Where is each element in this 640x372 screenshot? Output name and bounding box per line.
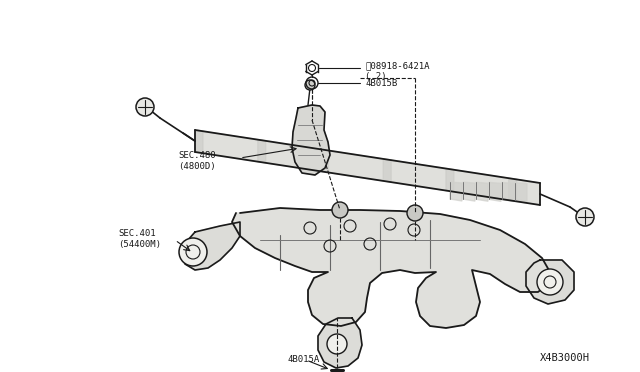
Text: (4800D): (4800D) xyxy=(178,161,216,170)
Circle shape xyxy=(327,334,347,354)
Polygon shape xyxy=(232,208,550,328)
Polygon shape xyxy=(383,159,391,182)
Polygon shape xyxy=(292,105,330,175)
Text: (54400M): (54400M) xyxy=(118,240,161,248)
Text: ⓝ08918-6421A: ⓝ08918-6421A xyxy=(365,61,429,71)
Text: SEC.480: SEC.480 xyxy=(178,151,216,160)
Polygon shape xyxy=(318,318,362,368)
Polygon shape xyxy=(509,178,516,201)
Circle shape xyxy=(136,98,154,116)
Polygon shape xyxy=(195,130,203,153)
Text: ( 2): ( 2) xyxy=(365,71,387,80)
Text: 4B015B: 4B015B xyxy=(365,78,397,87)
Polygon shape xyxy=(195,130,540,205)
Circle shape xyxy=(305,80,315,90)
Circle shape xyxy=(407,205,423,221)
Text: SEC.401: SEC.401 xyxy=(118,230,156,238)
Polygon shape xyxy=(476,182,488,201)
Polygon shape xyxy=(446,169,454,192)
Text: X4B3000H: X4B3000H xyxy=(540,353,590,363)
Polygon shape xyxy=(183,222,240,270)
Polygon shape xyxy=(515,183,527,202)
Text: 4B015A: 4B015A xyxy=(288,356,320,365)
Polygon shape xyxy=(450,182,462,201)
Polygon shape xyxy=(321,149,328,172)
Polygon shape xyxy=(258,140,266,163)
Polygon shape xyxy=(526,260,574,304)
Polygon shape xyxy=(502,183,514,202)
Circle shape xyxy=(576,208,594,226)
Polygon shape xyxy=(463,182,475,201)
Circle shape xyxy=(179,238,207,266)
Circle shape xyxy=(332,202,348,218)
Circle shape xyxy=(537,269,563,295)
Polygon shape xyxy=(489,182,501,201)
